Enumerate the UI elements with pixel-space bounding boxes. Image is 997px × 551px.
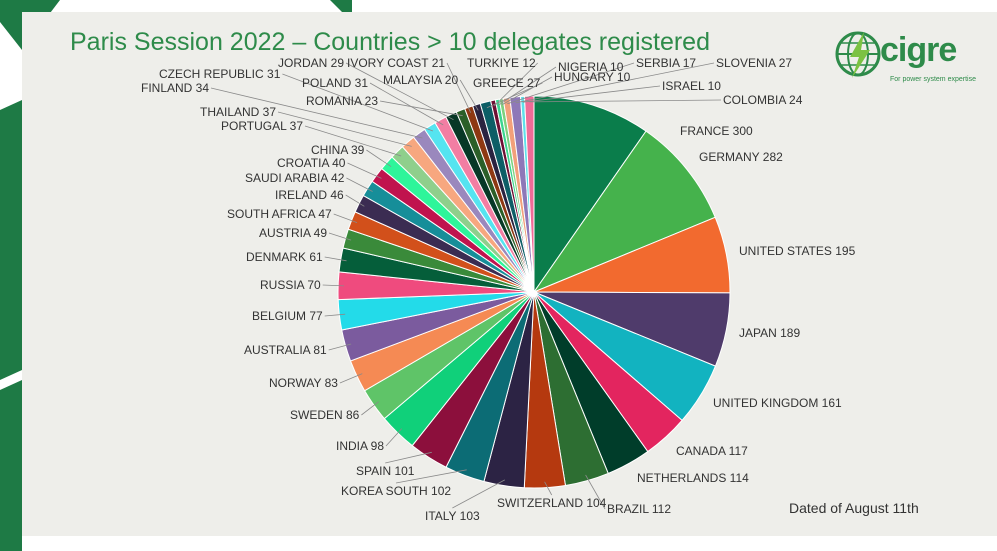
date-note: Dated of August 11th [789, 500, 919, 516]
label-malaysia: MALAYSIA 20 [383, 73, 458, 87]
label-portugal: PORTUGAL 37 [221, 119, 303, 133]
label-spain: SPAIN 101 [356, 464, 415, 478]
label-netherlands: NETHERLANDS 114 [637, 471, 749, 485]
leader-slovenia [515, 62, 715, 104]
logo-tagline: For power system expertise [890, 76, 976, 83]
leader-ivory-coast [446, 62, 472, 113]
label-israel: ISRAEL 10 [662, 79, 721, 93]
label-italy: ITALY 103 [425, 509, 480, 523]
label-canada: CANADA 117 [676, 444, 748, 458]
leader-south-africa [333, 213, 358, 223]
label-saudi-arabia: SAUDI ARABIA 42 [245, 171, 345, 185]
leader-israel [522, 85, 661, 103]
leader-czech-republic [282, 73, 434, 132]
label-australia: AUSTRALIA 81 [244, 343, 327, 357]
label-korea-south: KOREA SOUTH 102 [341, 484, 451, 498]
label-turkiye: TURKIYE 12 [467, 56, 536, 70]
label-finland: FINLAND 34 [141, 81, 209, 95]
leader-lines [210, 62, 722, 510]
label-denmark: DENMARK 61 [246, 250, 323, 264]
leader-belgium [324, 313, 346, 317]
decor-shape-mid [0, 100, 22, 380]
leader-jordan [345, 62, 454, 121]
label-switzerland: SWITZERLAND 104 [497, 496, 607, 510]
leader-sweden [361, 401, 379, 416]
label-czech-republic: CZECH REPUBLIC 31 [159, 67, 281, 81]
label-japan: JAPAN 189 [739, 326, 800, 340]
label-russia: RUSSIA 70 [260, 278, 321, 292]
pie-slices [337, 95, 731, 489]
leader-italy [452, 479, 505, 509]
leader-russia [322, 284, 345, 287]
slice-germany [532, 130, 716, 294]
leader-finland [210, 87, 423, 139]
decor-shape-bottom [0, 380, 22, 551]
leader-saudi-arabia [346, 177, 373, 192]
label-ivory-coast: IVORY COAST 21 [347, 56, 445, 70]
leader-ireland [345, 194, 365, 207]
page-title: Paris Session 2022 – Countries > 10 dele… [70, 28, 710, 56]
label-hungary: HUNGARY 10 [554, 70, 631, 84]
label-austria: AUSTRIA 49 [259, 226, 327, 240]
label-ireland: IRELAND 46 [275, 188, 344, 202]
leader-thailand [277, 111, 412, 147]
slice-labels: FRANCE 300 GERMANY 282 UNITED STATES 195 JA… [141, 56, 856, 523]
logo-wordmark: cigre [880, 31, 957, 69]
label-united-states: UNITED STATES 195 [739, 244, 856, 258]
label-poland: POLAND 31 [302, 76, 368, 90]
label-united-kingdom: UNITED KINGDOM 161 [713, 396, 842, 410]
leader-poland [369, 82, 444, 126]
leader-turkiye [493, 62, 538, 107]
leader-malaysia [459, 79, 479, 111]
slice-colombia [523, 95, 535, 293]
leader-croatia [347, 162, 382, 179]
label-colombia: COLOMBIA 24 [723, 93, 803, 107]
leader-norway [339, 373, 363, 384]
leader-portugal [304, 125, 402, 157]
leader-india [385, 428, 402, 447]
label-norway: NORWAY 83 [269, 376, 338, 390]
label-jordan: JORDAN 29 [278, 56, 344, 70]
label-serbia: SERBIA 17 [636, 56, 696, 70]
label-china: CHINA 39 [311, 143, 365, 157]
label-thailand: THAILAND 37 [200, 105, 276, 119]
label-slovenia: SLOVENIA 27 [716, 56, 792, 70]
label-nigeria: NIGERIA 10 [558, 60, 624, 74]
slice-france [533, 95, 647, 294]
leader-korea-south [395, 469, 467, 484]
label-germany: GERMANY 282 [699, 150, 783, 164]
label-croatia: CROATIA 40 [277, 156, 346, 170]
cigre-logo: cigre For power system expertise [834, 28, 976, 92]
label-brazil: BRAZIL 112 [607, 502, 671, 516]
globe-bolt-icon [835, 31, 881, 78]
label-romania: ROMANIA 23 [306, 94, 378, 108]
leader-australia [328, 343, 352, 351]
label-belgium: BELGIUM 77 [252, 309, 323, 323]
leader-switzerland [544, 481, 553, 496]
leader-spain [385, 451, 432, 464]
leader-serbia [507, 62, 635, 105]
leader-austria [328, 232, 352, 241]
leader-nigeria [498, 66, 557, 106]
leader-hungary [502, 76, 553, 105]
leader-colombia [529, 99, 722, 103]
leader-brazil [585, 474, 606, 510]
label-south-africa: SOUTH AFRICA 47 [227, 207, 332, 221]
leader-denmark [324, 256, 347, 262]
label-france: FRANCE 300 [680, 124, 753, 138]
label-india: INDIA 98 [336, 439, 384, 453]
label-greece: GREECE 27 [473, 76, 541, 90]
leader-romania [379, 100, 463, 117]
label-sweden: SWEDEN 86 [290, 408, 360, 422]
leader-china [366, 149, 392, 167]
